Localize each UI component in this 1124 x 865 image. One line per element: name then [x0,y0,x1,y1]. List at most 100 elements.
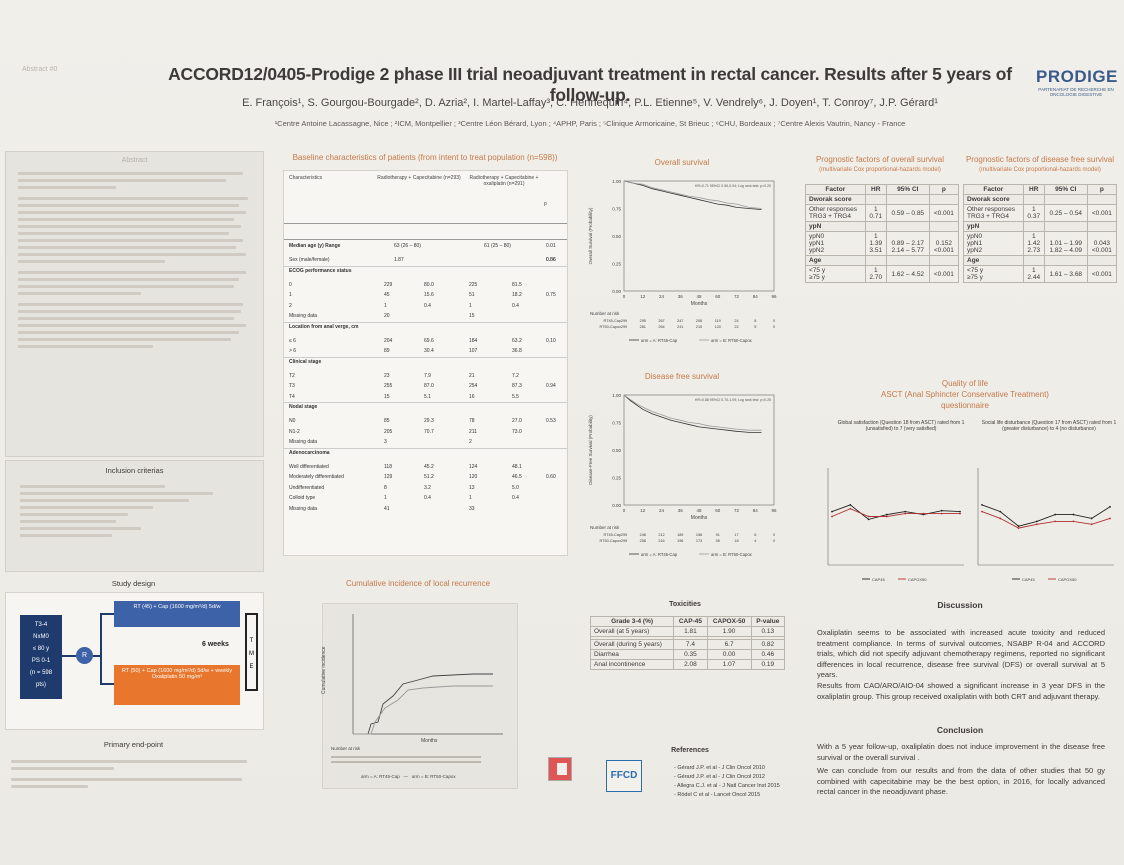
qol-series [831,508,960,517]
x-tick-label: 0 [623,508,626,513]
y-tick-label: 0.50 [612,234,621,239]
inclusion-box-diagram: T3-4 NxM0 ≤ 80 y PS 0-1 (n = 598 pts) [20,615,62,699]
col-p: p [544,201,547,207]
inclusion-list [6,475,263,547]
survival-curve [623,394,762,433]
x-tick-label: 12 [640,294,646,299]
ref-list: - Gérard J.P. et al - J Clin Oncol 2010 … [674,764,780,800]
cum-curve-a [353,673,493,735]
risk-value: 24 [734,319,738,323]
risk-value: 0 [773,319,775,323]
y-axis-label: Overall Survival (Probability) [588,207,593,264]
x-tick-label: 24 [659,294,665,299]
legend-label: arm = A: RT45-Cap [641,552,678,557]
table-row: Other responses TRG3 + TRG4 1 0.37 0.25 – … [963,204,1118,222]
qol-title: Quality of life ASCT (Anal Sphincter Cons… [881,379,1049,410]
surgery-box: T M E [245,613,258,691]
conclusion-title: Conclusion [936,725,984,735]
x-tick-label: 72 [734,294,740,299]
risk-value: 264 [658,325,664,329]
cum-ylabel: Cumulative incidence [321,646,327,694]
risk-value: 0 [773,325,775,329]
y-tick-label: 0.00 [612,289,621,294]
risk-value: 8 [754,319,756,323]
table-row: ypN [963,221,1118,232]
risk-value: 241 [677,325,683,329]
legend-label: arm = A: RT45-Cap [641,338,678,343]
risk-value: 196 [677,539,683,543]
x-tick-label: 48 [696,508,702,513]
risk-value: 216 [658,539,664,543]
abstract-box: Abstract [5,151,264,457]
cum-svg [352,614,503,735]
plot-frame [623,180,775,292]
os-title: Overall survival [654,158,710,167]
dfs-title: Disease free survival [644,372,720,381]
dfs-svg: 1.000.750.500.250.000 12 24 36 48 60 72 84 96Mon… [588,393,777,557]
qol-right-caption: Social life disturbance (Question 17 fro… [981,420,1117,432]
x-tick-label: 36 [678,508,684,513]
risk-value: 299 [621,325,627,329]
risk-value: 22 [734,325,738,329]
x-tick-label: 36 [678,294,684,299]
conclusion-p1: With a 5 year follow-up, oxaliplatin doe… [817,742,1105,762]
qol-series [831,504,961,520]
duration-label: 6 weeks [202,641,229,648]
abstract-title: Abstract [121,157,148,164]
prodige-logo: PRODIGE PARTENARIAT DE RECHERCHE EN ONCO… [1036,67,1117,97]
y-tick-label: 0.50 [612,448,621,453]
study-design-diagram: T3-4 NxM0 ≤ 80 y PS 0-1 (n = 598 pts) R RT (4… [5,592,264,730]
risk-value: 281 [640,325,646,329]
x-tick-label: 72 [734,508,740,513]
risk-value: 95 [716,539,720,543]
y-tick-label: 0.75 [612,207,621,212]
x-tick-label: 84 [753,294,759,299]
endpoint-text [5,756,262,792]
risk-arm: RT50-Capox [600,325,622,329]
randomisation-circle: R [76,647,93,664]
x-tick-label: 12 [640,508,646,513]
table-row: Other responses TRG3 + TRG4 1 0.71 0.59 – … [805,204,960,222]
risk-value: 299 [621,539,627,543]
qol-legend-a: CAP45 [872,577,885,582]
cum-xlabel: Months [421,738,438,744]
affiliations: ¹Centre Antoine Lacassagne, Nice ; ²ICM,… [274,119,906,128]
qol-series [981,511,1111,529]
inclusion-title: Inclusion criterias [105,466,164,475]
x-tick-label: 24 [659,508,665,513]
qol-legend-b: CAPOX50 [1058,577,1077,582]
col-arm-b: Radiotherapy + Capecitabine + oxaliplati… [469,175,539,187]
ref-title: References [671,747,709,754]
risk-value: 5 [754,325,756,329]
partner-logo-1 [548,757,572,781]
dfs-chart: 1.00 0.75 0.50 0.25 0.00 0 12 24 36 48 60 72 84 96 Mon… [582,387,782,562]
x-axis-label: Months [691,515,708,521]
risk-label: Number at risk [590,525,620,530]
study-design-title: Study design [111,579,156,588]
qol-legend-a: CAP45 [1022,577,1035,582]
risk-value: 91 [716,533,720,537]
qol-left-chart: CAP45 CAPOX50 [822,460,970,585]
inclusion-box: Inclusion criterias [5,460,264,572]
discussion-p2: Results from CAO/ARO/AIO-04 showed a sig… [817,681,1105,701]
risk-value: 258 [640,539,646,543]
risk-value: 18 [734,539,738,543]
table-row: ypN0 ypN1 ypN2 1 1.42 2.73 1.01 – 1.99 1.… [963,231,1118,256]
logo-sub: PARTENARIAT DE RECHERCHE EN ONCOLOGIE DI… [1038,87,1114,97]
risk-value: 267 [658,319,664,323]
cum-legend: arm = A: RT45-Cap — arm = B: RT50-Capox [361,774,456,779]
x-tick-label: 60 [715,508,721,513]
legend-label: arm = B: RT50-Capox [711,552,753,557]
risk-value: 158 [696,533,702,537]
conclusion-p2: We can conclude from our results and fro… [817,766,1105,796]
baseline-table: Characteristics Radiotherapy + Capecitab… [283,170,568,556]
risk-value: 295 [640,319,646,323]
legend-label: arm = B: RT50-Capox [711,338,753,343]
os-chart: 1.00 0.75 0.50 0.25 0.00 0 12 24 36 48 60 72 84 96 Mon… [582,173,782,348]
ref-item: - Allegra C.J. et al - J Natl Cancer Ins… [674,783,780,789]
risk-value: 215 [696,325,702,329]
ref-item: - Rödel C et al - Lancet Oncol 2015 [674,792,761,798]
abstract-text [6,164,263,356]
